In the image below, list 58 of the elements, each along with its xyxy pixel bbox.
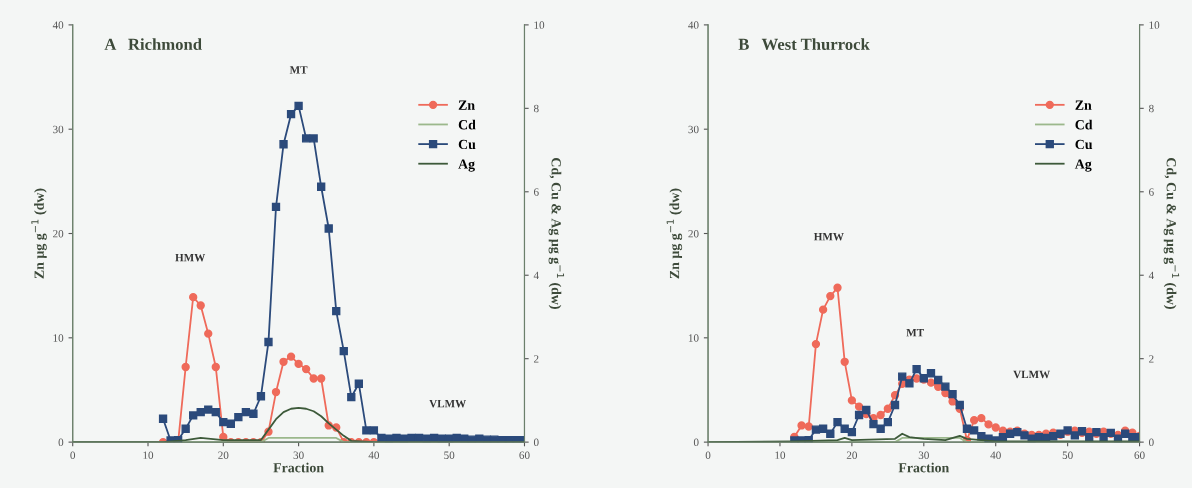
- legend-label: Cd: [458, 119, 476, 130]
- x-tick-label: 60: [519, 451, 530, 459]
- y2-tick-label: 8: [1149, 104, 1154, 113]
- annotation: MT: [906, 329, 924, 337]
- y-axis-title: Zn µg g$^{−1}$ (dw): [31, 188, 47, 279]
- y2-tick-label: 6: [1149, 188, 1154, 196]
- y-tick-label: 20: [688, 229, 699, 238]
- y-tick-label: 40: [52, 21, 64, 29]
- y2-tick-label: 2: [1149, 355, 1154, 363]
- x-tick-label: 50: [1062, 451, 1073, 459]
- y2-tick-label: 6: [533, 188, 539, 196]
- y2-tick-label: 2: [534, 355, 539, 363]
- x-tick-label: 10: [775, 451, 786, 459]
- annotation: VLMW: [1013, 370, 1051, 379]
- legend-label: Zn: [458, 100, 475, 110]
- y-tick-label: 40: [688, 21, 699, 29]
- y-tick-label: 0: [58, 438, 64, 447]
- x-tick-label: 60: [1134, 451, 1145, 459]
- x-tick-label: 40: [368, 451, 380, 459]
- text: A Richmond: [104, 38, 202, 50]
- x-tick-label: 30: [918, 451, 929, 459]
- legend-label: Cu: [1075, 139, 1093, 150]
- y2-tick-label: 8: [533, 104, 539, 113]
- annotation: HMW: [175, 253, 206, 262]
- legend-label: Ag: [1074, 159, 1092, 172]
- y2-tick-label: 10: [534, 21, 545, 29]
- legend-label: Cu: [458, 139, 476, 150]
- y2-tick-label: 0: [533, 438, 539, 447]
- x-tick-label: 20: [218, 451, 229, 459]
- annotation: VLMW: [429, 399, 467, 408]
- annotation: MT: [289, 66, 308, 74]
- y2-axis-title: Cd, Cu & Ag µg g$^{−1}$ (dw): [548, 158, 565, 309]
- x-axis-title: Fraction: [898, 462, 950, 473]
- x-tick-label: 30: [293, 451, 304, 459]
- y-tick-label: 20: [53, 229, 64, 238]
- y-tick-label: 10: [688, 334, 699, 342]
- text: B West Thurrock: [738, 38, 870, 51]
- y-tick-label: 30: [688, 125, 699, 134]
- x-tick-label: 50: [444, 451, 455, 459]
- x-tick-label: 0: [705, 451, 711, 459]
- legend-label: Zn: [1075, 100, 1092, 110]
- y2-tick-label: 0: [1149, 438, 1154, 447]
- legend-label: Cd: [1075, 119, 1093, 130]
- x-tick-label: 0: [70, 451, 76, 459]
- y-axis-title: Zn µg g$^{−1}$ (dw): [666, 188, 683, 279]
- x-axis-title: Fraction: [273, 462, 324, 473]
- legend-label: Ag: [458, 159, 475, 172]
- y-tick-label: 30: [53, 125, 64, 134]
- x-tick-label: 20: [846, 451, 858, 459]
- y-tick-label: 10: [53, 334, 64, 342]
- x-tick-label: 40: [990, 451, 1001, 459]
- y2-axis-title: Cd, Cu & Ag µg g$^{−1}$ (dw): [1163, 158, 1180, 309]
- y2-tick-label: 4: [1148, 271, 1154, 280]
- annotation: HMW: [813, 233, 844, 241]
- y-tick-label: 0: [693, 438, 699, 447]
- y2-tick-label: 4: [533, 271, 539, 280]
- x-tick-label: 10: [143, 451, 154, 459]
- y2-tick-label: 10: [1149, 21, 1160, 29]
